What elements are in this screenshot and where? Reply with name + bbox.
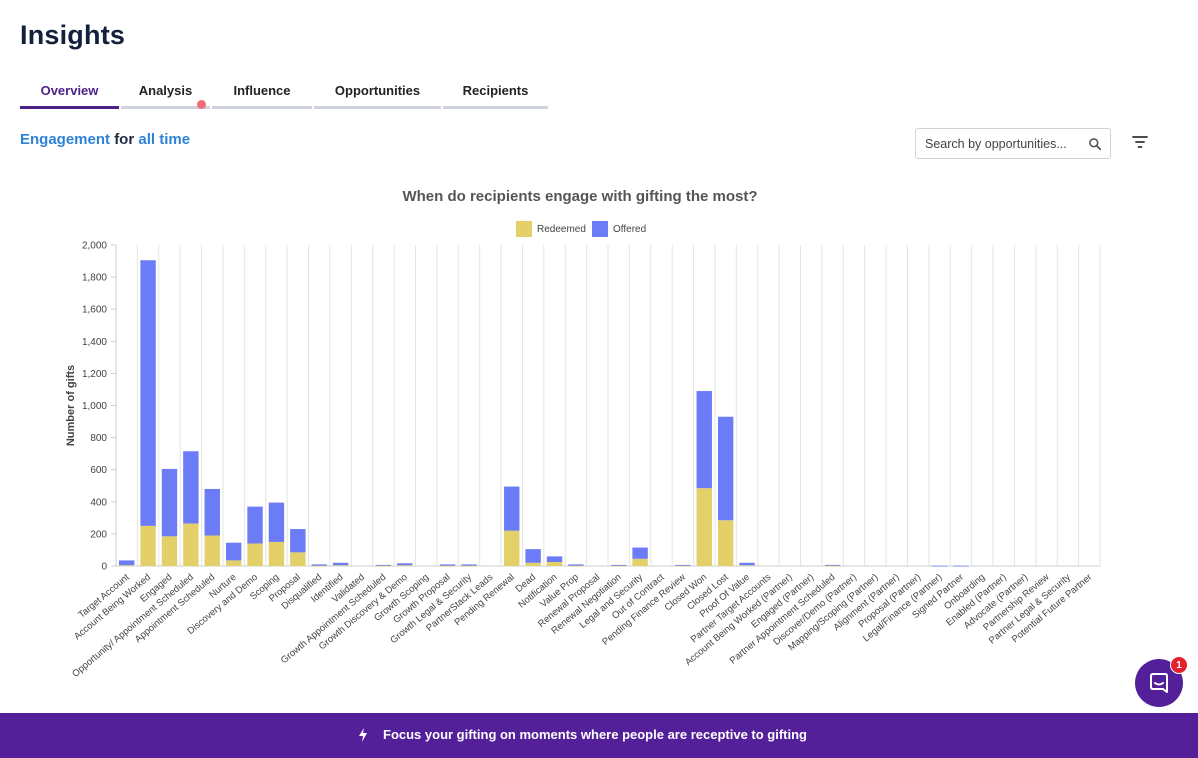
bar-offered — [632, 547, 648, 559]
bar-redeemed — [439, 565, 456, 567]
bar-offered — [931, 565, 948, 567]
bar-offered — [504, 486, 520, 531]
y-tick-label: 600 — [90, 465, 107, 476]
bar-offered — [268, 502, 285, 542]
bar-offered — [739, 562, 755, 566]
bar-redeemed — [118, 565, 135, 566]
y-tick-label: 1,600 — [82, 305, 107, 316]
bar-offered — [824, 564, 841, 566]
bar-offered — [397, 563, 413, 566]
tab-opportunities[interactable]: Opportunities — [314, 78, 441, 109]
tab-analysis[interactable]: Analysis — [121, 78, 210, 109]
bar-offered — [290, 529, 306, 553]
legend-swatch-redeemed — [516, 221, 532, 237]
lightning-icon — [359, 728, 367, 742]
bar-redeemed — [161, 536, 178, 566]
filter-icon[interactable] — [1130, 134, 1150, 150]
bar-offered — [953, 565, 969, 567]
bar-offered — [225, 542, 242, 561]
bar-offered — [332, 562, 349, 566]
bar-redeemed — [568, 565, 584, 567]
tab-overview[interactable]: Overview — [20, 78, 119, 109]
page-title: Insights — [20, 20, 126, 50]
bar-redeemed — [632, 558, 648, 566]
engagement-metric-selector[interactable]: Engagement — [20, 131, 111, 148]
bar-redeemed — [546, 561, 563, 566]
y-tick-label: 2,000 — [82, 241, 107, 252]
bar-redeemed — [717, 520, 734, 566]
bar-offered — [461, 564, 477, 566]
bar-redeemed — [504, 530, 520, 566]
y-tick-label: 1,400 — [82, 337, 107, 348]
bar-redeemed — [696, 488, 712, 566]
bar-offered — [118, 560, 135, 566]
bar-offered — [675, 564, 691, 566]
y-tick-label: 0 — [101, 562, 107, 573]
search-input[interactable] — [925, 129, 1085, 158]
bar-offered — [568, 564, 584, 566]
y-tick-label: 800 — [90, 433, 107, 444]
bar-offered — [247, 506, 263, 544]
legend-swatch-offered — [592, 221, 608, 237]
engagement-connector: for — [114, 131, 135, 148]
chart-title: When do recipients engage with gifting t… — [402, 188, 757, 205]
legend-label-redeemed: Redeemed — [537, 224, 586, 235]
bar-redeemed — [675, 565, 691, 567]
search-field — [915, 128, 1111, 159]
bar-offered — [204, 488, 220, 536]
bar-offered — [546, 556, 563, 562]
bar-offered — [183, 451, 199, 524]
bar-redeemed — [140, 525, 156, 566]
bar-offered — [161, 468, 178, 537]
bar-redeemed — [610, 565, 627, 567]
bar-redeemed — [290, 552, 306, 566]
tab-recipients[interactable]: Recipients — [443, 78, 548, 109]
bar-redeemed — [311, 565, 327, 567]
search-icon[interactable] — [1088, 137, 1102, 151]
bar-offered — [439, 564, 456, 566]
bar-redeemed — [525, 562, 541, 566]
y-axis-label: Number of gifts — [65, 365, 77, 446]
legend-label-offered: Offered — [613, 224, 646, 235]
analysis-notification-dot — [197, 100, 206, 109]
bar-redeemed — [461, 565, 477, 567]
bar-offered — [311, 564, 327, 566]
time-range-selector[interactable]: all time — [138, 131, 191, 148]
banner-text: Focus your gifting on moments where peop… — [383, 727, 807, 742]
tab-influence[interactable]: Influence — [212, 78, 312, 109]
y-tick-label: 200 — [90, 529, 107, 540]
bar-offered — [375, 564, 392, 566]
bar-offered — [696, 391, 712, 489]
tip-banner: Focus your gifting on moments where peop… — [0, 713, 1198, 758]
bar-redeemed — [225, 560, 242, 566]
engagement-header: Engagement for all time — [20, 131, 190, 148]
bar-redeemed — [824, 565, 841, 567]
y-tick-label: 1,000 — [82, 401, 107, 412]
bar-redeemed — [375, 565, 392, 567]
bar-offered — [717, 416, 734, 521]
chart-svg: When do recipients engage with gifting t… — [65, 188, 1101, 680]
engagement-chart: When do recipients engage with gifting t… — [0, 170, 1198, 700]
bar-redeemed — [397, 565, 413, 566]
bar-redeemed — [183, 523, 199, 566]
y-tick-label: 1,800 — [82, 273, 107, 284]
bar-offered — [140, 260, 156, 526]
y-tick-label: 1,200 — [82, 369, 107, 380]
chat-unread-badge: 1 — [1170, 656, 1188, 674]
bar-redeemed — [247, 543, 263, 566]
bar-redeemed — [739, 565, 755, 566]
bar-redeemed — [332, 565, 349, 566]
bar-redeemed — [268, 541, 285, 566]
bar-offered — [610, 564, 627, 566]
y-tick-label: 400 — [90, 497, 107, 508]
chat-icon — [1150, 673, 1168, 693]
bar-redeemed — [204, 535, 220, 566]
bar-offered — [525, 549, 541, 563]
